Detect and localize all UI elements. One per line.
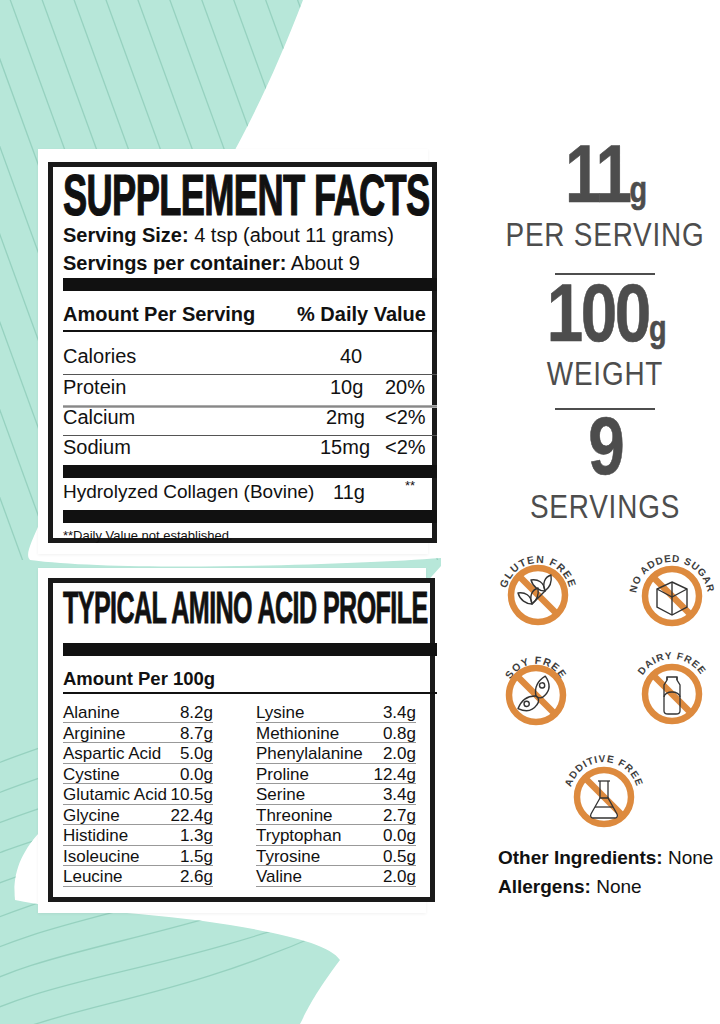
svg-text:DAIRY FREE: DAIRY FREE: [635, 650, 708, 677]
